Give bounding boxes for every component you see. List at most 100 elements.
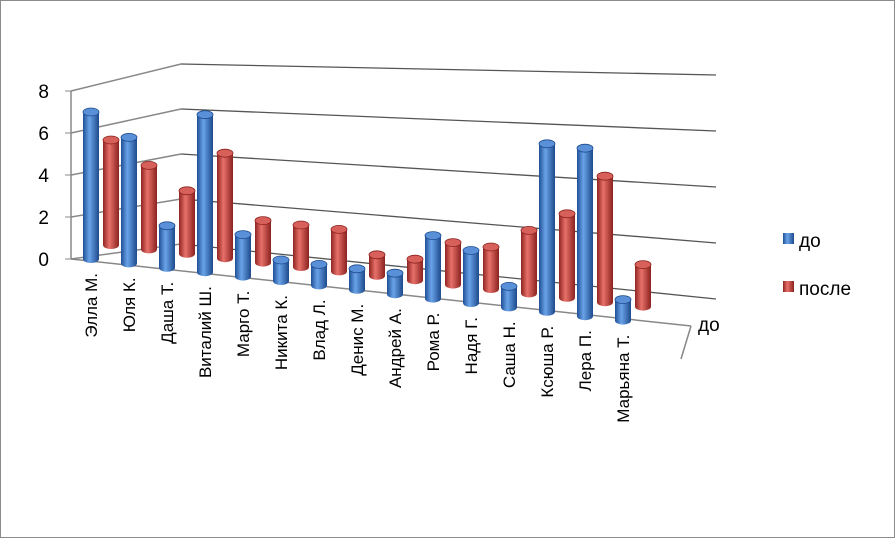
- bar-top: [140, 160, 158, 170]
- bar-body: [369, 254, 385, 276]
- bar-base: [103, 241, 119, 249]
- depth-axis: [680, 325, 692, 360]
- bar-body: [425, 235, 441, 299]
- bar-body: [577, 148, 593, 317]
- bar-top: [82, 107, 100, 117]
- bar-do: [120, 132, 138, 268]
- bar-base: [311, 281, 327, 290]
- bar-posle: [596, 171, 614, 307]
- bar-base: [615, 316, 631, 325]
- bar-body: [217, 153, 233, 259]
- bar-body: [407, 259, 423, 281]
- bar-top: [102, 135, 120, 145]
- category-label: Никита К.: [272, 295, 291, 370]
- bar-base: [425, 294, 441, 303]
- bar-do: [462, 246, 480, 307]
- bar-base: [407, 276, 423, 285]
- bar-posle: [102, 135, 120, 249]
- bar-do: [310, 259, 328, 290]
- bar-base: [273, 277, 289, 285]
- category-label: Андрей А.: [386, 308, 405, 388]
- bar-body: [483, 247, 499, 289]
- category-label: Элла М.: [82, 273, 101, 338]
- category-label: Денис М.: [348, 304, 367, 376]
- bar-body: [235, 234, 251, 277]
- bar-top: [500, 281, 518, 291]
- bar-base: [235, 272, 251, 281]
- bar-do: [538, 139, 556, 316]
- bar-base: [369, 271, 385, 280]
- bar-do: [386, 268, 404, 299]
- bar-top: [538, 139, 556, 149]
- bar-top: [424, 231, 442, 241]
- y-tick-label: 4: [38, 166, 49, 187]
- gridline: [180, 63, 717, 76]
- bar-top: [576, 143, 594, 153]
- bar-top: [254, 216, 272, 226]
- bar-top: [368, 250, 386, 260]
- bar-top: [330, 224, 348, 234]
- bar-body: [559, 213, 575, 298]
- bar-posle: [444, 238, 462, 289]
- bar-top: [272, 255, 290, 265]
- bar-base: [483, 285, 499, 293]
- bar-do: [348, 264, 366, 294]
- bar-top: [120, 132, 138, 142]
- category-label: Рома Р.: [424, 313, 443, 372]
- bar-do: [576, 143, 594, 321]
- bar-base: [331, 267, 347, 276]
- bar-top: [634, 260, 652, 270]
- bar-posle: [406, 254, 424, 285]
- bar-base: [121, 259, 137, 268]
- bar-posle: [292, 220, 310, 271]
- bar-base: [387, 290, 403, 299]
- bar-posle: [558, 209, 576, 302]
- bar-body: [255, 220, 271, 263]
- bar-top: [310, 259, 328, 269]
- category-label: Марьяна Т.: [614, 335, 633, 423]
- bar-do: [82, 107, 100, 263]
- category-label: Ксюша Р.: [538, 326, 557, 398]
- category-label: Виталий Ш.: [196, 286, 215, 378]
- bar-body: [445, 242, 461, 285]
- bar-base: [293, 263, 309, 271]
- bar-top: [196, 110, 214, 120]
- bar-body: [597, 176, 613, 303]
- category-label: Даша Т.: [158, 282, 177, 344]
- bar-do: [196, 110, 214, 277]
- category-label: Лера П.: [576, 330, 595, 391]
- bar-base: [255, 258, 271, 267]
- bar-top: [558, 209, 576, 219]
- bar-body: [501, 286, 517, 308]
- bar-body: [311, 264, 327, 286]
- bar-top: [406, 254, 424, 264]
- bar-base: [349, 285, 365, 294]
- y-tick-label: 8: [38, 82, 49, 103]
- bar-body: [521, 230, 537, 294]
- bar-body: [179, 190, 195, 254]
- bar-posle: [368, 250, 386, 280]
- gridline-side: [70, 63, 182, 92]
- bar-posle: [216, 148, 234, 263]
- gridline: [180, 198, 717, 244]
- bar-body: [83, 112, 99, 259]
- legend-label: после: [799, 279, 851, 300]
- bar-base: [635, 302, 651, 311]
- y-tick-label: 6: [38, 124, 49, 145]
- bar-base: [217, 254, 233, 263]
- bar-posle: [140, 160, 158, 254]
- bar-body: [273, 260, 289, 281]
- bar-posle: [634, 260, 652, 311]
- bar-top: [462, 246, 480, 255]
- gridline: [180, 153, 717, 188]
- bar-base: [83, 255, 99, 263]
- bar-do: [234, 230, 252, 281]
- bar-do: [158, 221, 176, 272]
- bar-body: [387, 273, 403, 295]
- bar-top: [234, 230, 252, 240]
- y-tick-label: 0: [38, 250, 49, 271]
- bar-do: [614, 295, 632, 325]
- bar-top: [158, 221, 176, 231]
- bar-posle: [520, 225, 538, 298]
